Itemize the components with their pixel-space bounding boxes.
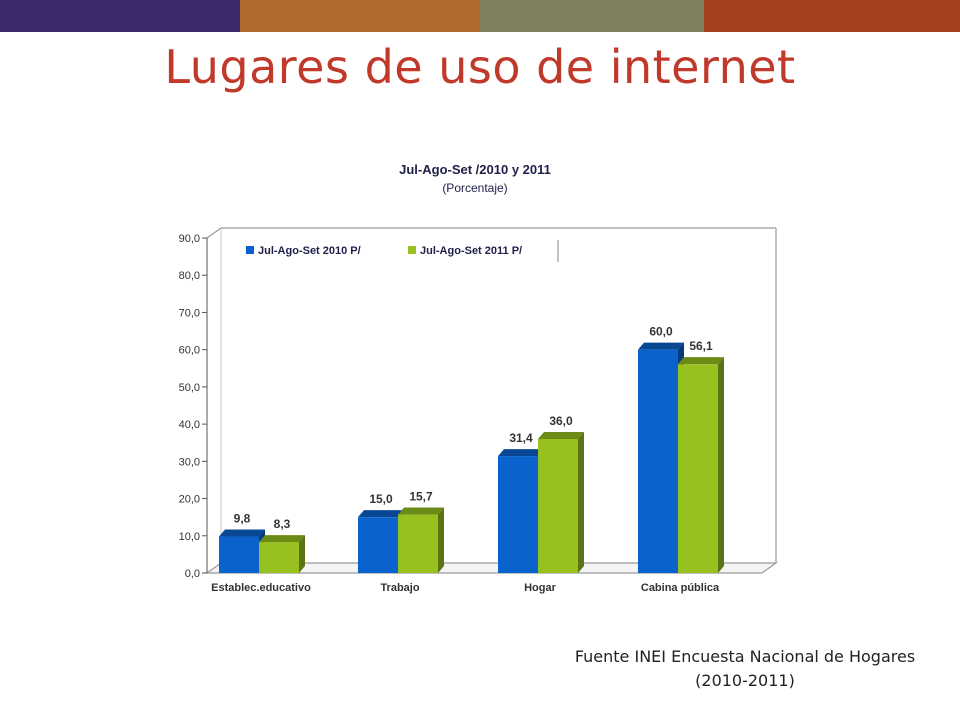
bar-2011-side bbox=[578, 432, 584, 573]
bar-2011-front bbox=[678, 364, 718, 573]
bar-2011-side bbox=[438, 507, 444, 573]
y-tick-label: 70,0 bbox=[179, 307, 200, 319]
bar-2011-top bbox=[259, 535, 305, 543]
bar-2010-top bbox=[638, 342, 684, 350]
data-label-2011: 15,7 bbox=[409, 490, 433, 504]
bar-2011-side bbox=[299, 535, 305, 573]
slide-title: Lugares de uso de internet bbox=[164, 40, 796, 94]
data-label-2011: 36,0 bbox=[549, 414, 573, 428]
y-tick-label: 20,0 bbox=[179, 494, 200, 506]
bar-2010-top bbox=[219, 529, 265, 537]
y-tick-label: 0,0 bbox=[185, 568, 200, 580]
data-label-2010: 9,8 bbox=[234, 512, 251, 526]
x-tick-label: Trabajo bbox=[380, 582, 419, 594]
legend-label-2011: Jul-Ago-Set 2011 P/ bbox=[420, 245, 522, 257]
x-tick-label: Cabina pública bbox=[641, 582, 720, 594]
top-bar-segment-4 bbox=[704, 0, 960, 32]
y-tick-label: 80,0 bbox=[179, 270, 200, 282]
y-tick-label: 60,0 bbox=[179, 345, 200, 357]
bar-2011-front bbox=[538, 439, 578, 573]
plot-back-wall bbox=[207, 228, 776, 573]
data-label-2010: 15,0 bbox=[369, 492, 393, 506]
source-line-2: (2010-2011) bbox=[695, 671, 795, 690]
bar-2011-side bbox=[718, 357, 724, 573]
source-line-1: Fuente INEI Encuesta Nacional de Hogares bbox=[574, 647, 916, 666]
top-bar-segment-3 bbox=[480, 0, 704, 32]
bar-2011-top bbox=[538, 432, 584, 439]
bar-2010-top bbox=[358, 510, 404, 518]
bar-2010-front bbox=[638, 349, 678, 573]
bar-2011-top bbox=[678, 357, 724, 365]
y-tick-label: 10,0 bbox=[179, 531, 200, 543]
chart-title: Jul-Ago-Set /2010 y 2011 bbox=[399, 162, 551, 177]
legend-swatch-2011 bbox=[408, 246, 416, 254]
legend-swatch-2010 bbox=[246, 246, 254, 254]
legend-label-2010: Jul-Ago-Set 2010 P/ bbox=[258, 245, 361, 257]
top-bar-segment-2 bbox=[240, 0, 480, 32]
data-label-2011: 56,1 bbox=[689, 339, 713, 353]
bar-2011-front bbox=[259, 542, 299, 573]
x-tick-label: Hogar bbox=[524, 582, 557, 594]
bar-chart-svg: Jul-Ago-Set /2010 y 2011 (Porcentaje) 0,0 1… bbox=[179, 162, 778, 594]
data-label-2010: 60,0 bbox=[649, 325, 673, 339]
decorative-top-bar bbox=[0, 0, 960, 32]
data-label-2010: 31,4 bbox=[509, 431, 533, 445]
bar-2010-top bbox=[498, 449, 544, 457]
source-note: Fuente INEI Encuesta Nacional de Hogares… bbox=[560, 645, 930, 693]
plot-top-left-diagonal bbox=[206, 227, 222, 239]
bar-2011-top bbox=[398, 507, 444, 515]
y-tick-label: 30,0 bbox=[179, 456, 200, 468]
chart-subtitle: (Porcentaje) bbox=[442, 181, 507, 195]
y-tick-label: 50,0 bbox=[179, 382, 200, 394]
bar-chart: Jul-Ago-Set /2010 y 2011 (Porcentaje) 0,0 1… bbox=[150, 150, 800, 610]
bar-2010-front bbox=[498, 456, 538, 573]
top-bar-segment-1 bbox=[0, 0, 240, 32]
y-tick-label: 90,0 bbox=[179, 233, 200, 245]
bar-2010-front bbox=[219, 536, 259, 573]
y-tick-label: 40,0 bbox=[179, 419, 200, 431]
bar-2011-front bbox=[398, 514, 438, 573]
x-tick-label: Establec.educativo bbox=[211, 582, 311, 594]
bar-2010-front bbox=[358, 517, 398, 573]
data-label-2011: 8,3 bbox=[274, 517, 291, 531]
